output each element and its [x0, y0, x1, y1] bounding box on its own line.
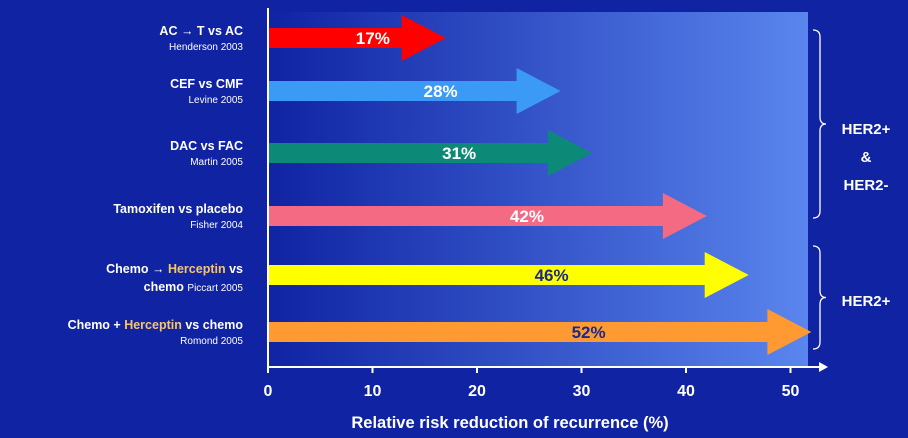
group-label-2: HER2+ [842, 293, 891, 310]
category-label-4: Tamoxifen vs placebo [113, 202, 243, 216]
category-source-3: Martin 2005 [190, 157, 243, 168]
category-label-3: DAC vs FAC [170, 139, 243, 153]
category-source-4: Fisher 2004 [190, 220, 243, 231]
x-tick-label-0: 0 [264, 383, 273, 400]
x-tick-label-20: 20 [468, 383, 486, 400]
group-brace-1 [813, 30, 826, 218]
category-label-5: Chemo → Herceptin vs [106, 262, 243, 276]
x-tick-label-40: 40 [677, 383, 695, 400]
group-brace-2 [813, 246, 826, 349]
x-tick-label-30: 30 [573, 383, 591, 400]
category-label-2: CEF vs CMF [170, 77, 243, 91]
group-label-1-line3: HER2- [843, 177, 888, 194]
category-label-6: Chemo + Herceptin vs chemo [68, 318, 244, 332]
data-label-1: 17% [356, 29, 390, 48]
data-label-5: 46% [535, 266, 569, 285]
data-label-6: 52% [572, 323, 606, 342]
category-label-5-line2: chemo Piccart 2005 [144, 280, 244, 294]
data-label-2: 28% [424, 82, 458, 101]
data-label-3: 31% [442, 144, 476, 163]
category-label-1: AC → T vs AC [159, 24, 243, 38]
group-label-1-line2: & [861, 149, 872, 166]
data-label-4: 42% [510, 207, 544, 226]
x-tick-label-50: 50 [782, 383, 800, 400]
category-source-2: Levine 2005 [189, 95, 244, 106]
plot-area [268, 12, 808, 367]
category-source-1: Henderson 2003 [169, 42, 243, 53]
x-tick-label-10: 10 [364, 383, 382, 400]
x-axis-label: Relative risk reduction of recurrence (%… [351, 414, 668, 432]
group-label-1-line1: HER2+ [842, 121, 891, 138]
category-source-6: Romond 2005 [180, 336, 243, 347]
x-axis-arrowhead [819, 362, 828, 372]
